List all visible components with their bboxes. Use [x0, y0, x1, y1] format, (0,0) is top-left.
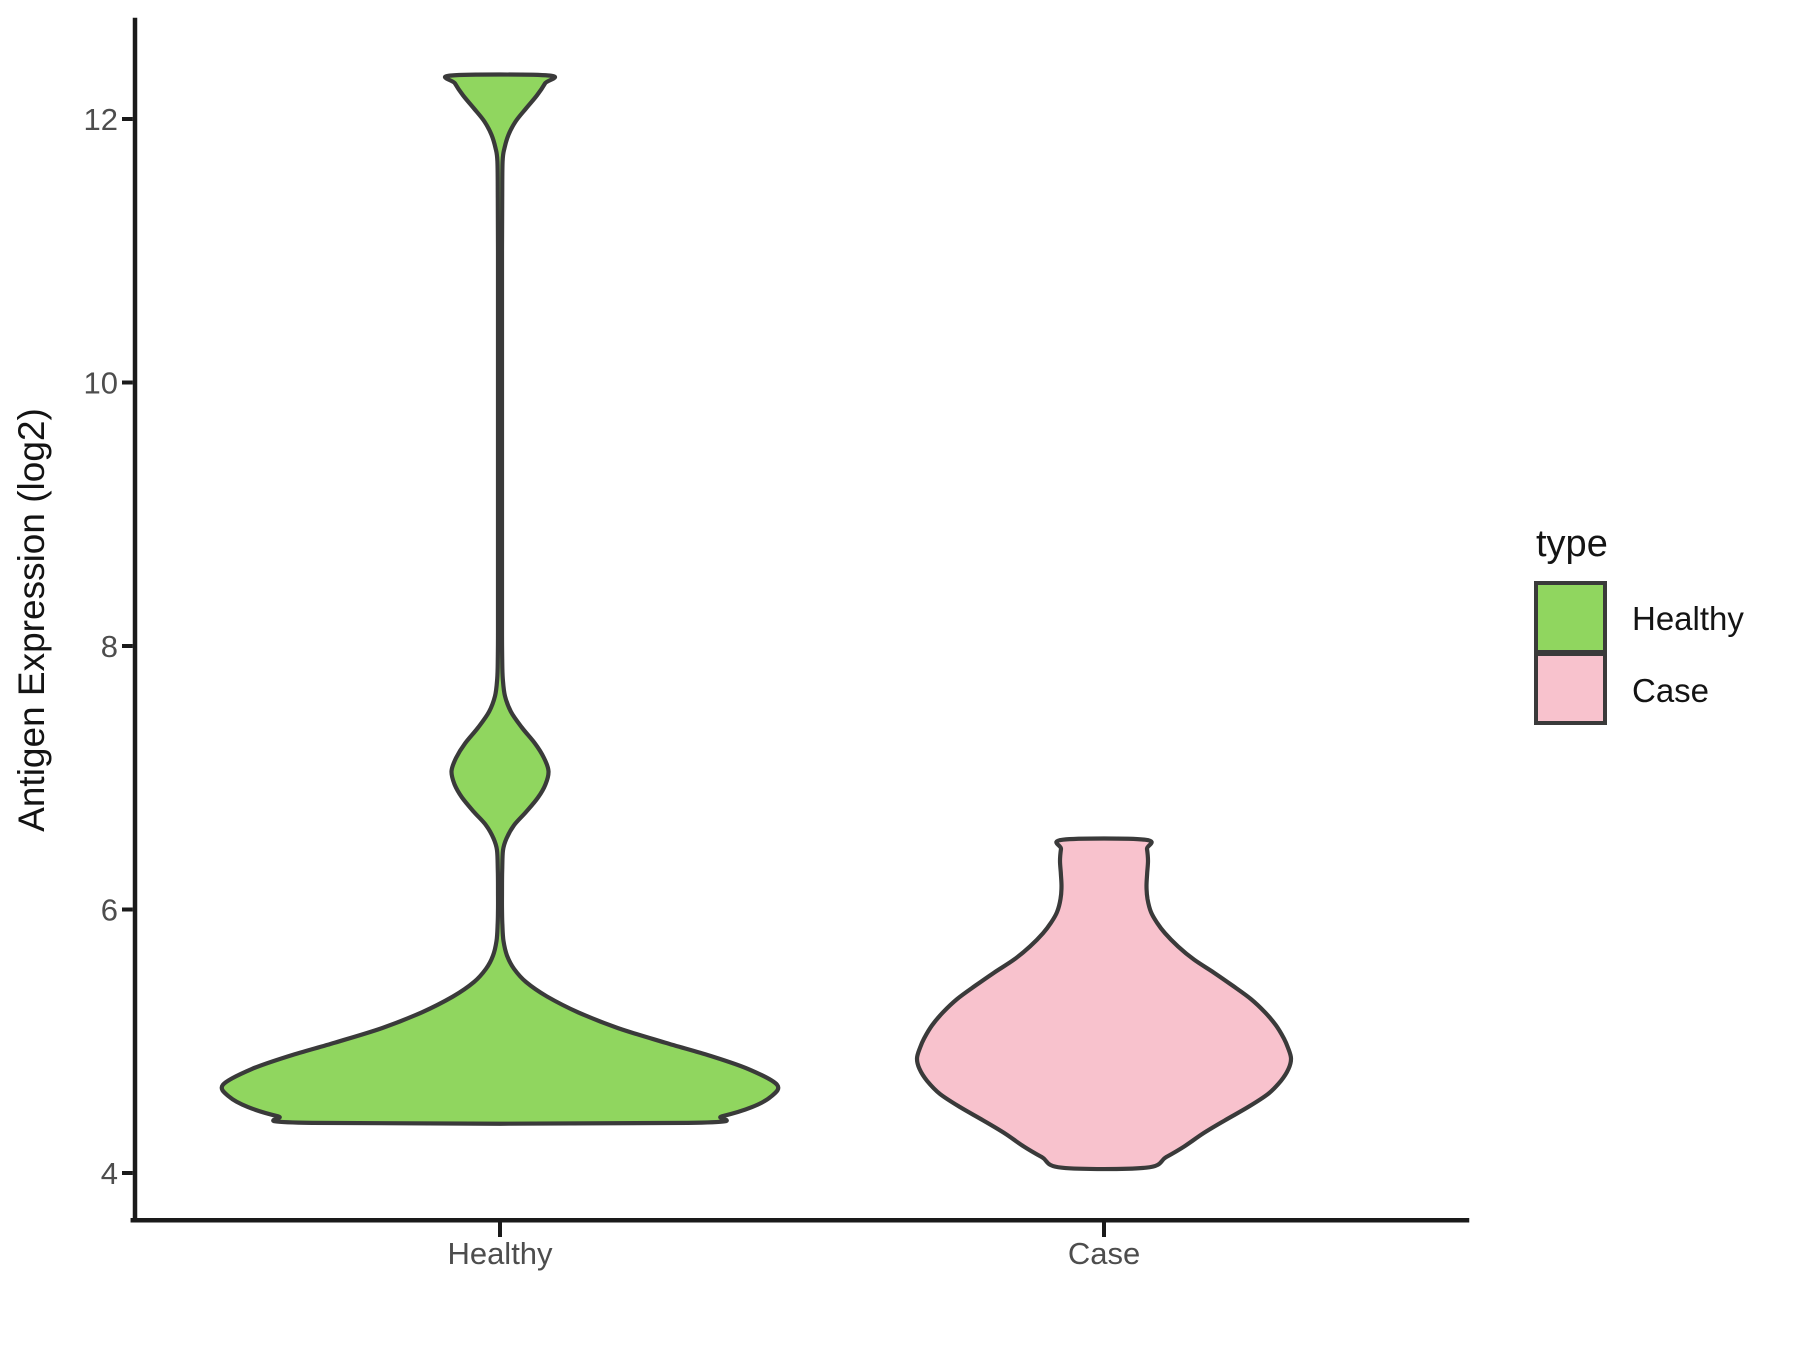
legend-title: type	[1536, 523, 1608, 565]
violin-case	[914, 836, 1294, 1172]
y-tick-label-8: 8	[101, 629, 118, 664]
y-tick-label-4: 4	[101, 1156, 118, 1191]
x-label-healthy: Healthy	[447, 1236, 553, 1271]
y-axis-title: Antigen Expression (log2)	[11, 408, 52, 832]
legend: type Healthy Case	[1534, 523, 1744, 725]
legend-label-case: Case	[1632, 672, 1709, 709]
legend-swatch-healthy	[1534, 581, 1607, 654]
legend-swatch-case	[1534, 652, 1607, 725]
violin-healthy	[219, 72, 781, 1126]
y-tick-label-10: 10	[84, 366, 118, 401]
y-tick-label-6: 6	[101, 893, 118, 928]
legend-label-healthy: Healthy	[1632, 600, 1744, 637]
x-label-case: Case	[1068, 1236, 1140, 1271]
y-tick-label-12: 12	[84, 102, 118, 137]
